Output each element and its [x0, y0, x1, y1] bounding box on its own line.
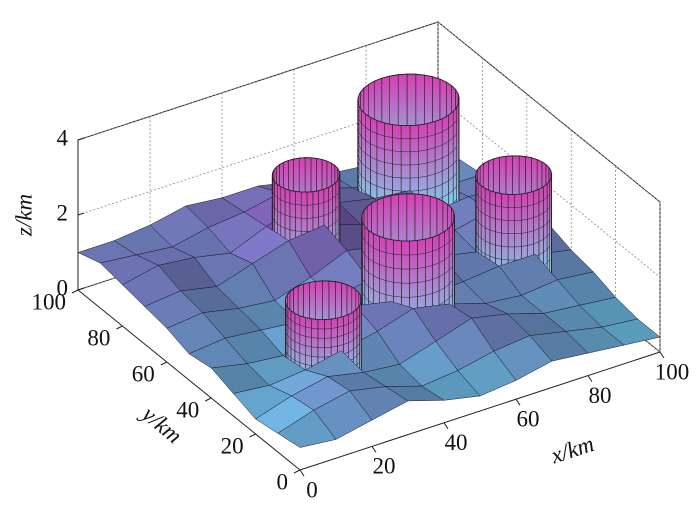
cylinder-ring — [285, 307, 360, 330]
cylinder-ring — [271, 199, 339, 219]
axis-line — [299, 351, 661, 471]
y-tick — [204, 397, 212, 402]
z-tick — [77, 137, 85, 141]
z-tick-label: 4 — [57, 125, 69, 150]
cylinder-ring — [285, 326, 360, 348]
grid-line — [77, 21, 661, 203]
cylinder-ring — [361, 256, 453, 284]
cylinder-rim — [357, 73, 460, 127]
z-axis-label: z/km — [11, 194, 36, 237]
y-tick-label: 60 — [132, 361, 155, 386]
x-tick-label: 20 — [373, 454, 396, 479]
cylinder-ring — [475, 185, 550, 208]
cylinder-rim — [475, 155, 553, 195]
y-tick — [71, 289, 79, 294]
y-tick-label: 40 — [176, 397, 199, 422]
cylinder-ring — [475, 212, 550, 235]
cylinder-ring — [271, 212, 339, 232]
cylinder-ring — [271, 185, 339, 206]
cylinder-ring — [357, 149, 457, 179]
x-tick — [371, 446, 377, 453]
cylinder-ring — [285, 335, 360, 358]
y-tick — [293, 469, 301, 474]
x-tick-label: 60 — [517, 406, 540, 431]
z-tick — [77, 287, 85, 291]
cylinder-rim — [361, 193, 456, 242]
cylinder-ring — [361, 228, 453, 256]
cylinder-ring — [357, 109, 457, 140]
axis-line — [77, 289, 301, 471]
grid-line — [77, 96, 661, 278]
cylinder-ring — [357, 136, 457, 166]
cylinder-ring — [357, 123, 457, 153]
y-tick-label: 20 — [221, 433, 244, 458]
cylinder-ring — [361, 242, 453, 270]
x-tick-label: 40 — [445, 430, 468, 455]
x-tick-label: 0 — [306, 477, 318, 502]
x-tick — [515, 398, 521, 406]
x-tick-label: 100 — [655, 359, 690, 384]
cylinder-rim — [271, 157, 341, 193]
cylinder-ring — [475, 199, 550, 221]
y-tick — [249, 433, 256, 438]
surface-scene — [77, 73, 661, 448]
cylinder-ring — [285, 316, 360, 339]
y-tick-label: 80 — [87, 325, 110, 350]
z-tick-label: 2 — [57, 200, 69, 225]
x-tick — [587, 375, 593, 382]
y-tick — [116, 325, 123, 330]
cylinder-rim — [284, 280, 362, 321]
cylinder-ring — [361, 270, 453, 298]
y-tick-label: 100 — [32, 289, 67, 314]
cylinder-ring — [475, 225, 550, 248]
y-tick-label: 0 — [277, 469, 289, 494]
x-tick — [299, 469, 305, 477]
x-axis-label: x/km — [547, 431, 597, 469]
cylinder-ring — [357, 162, 457, 192]
surface-patch — [277, 409, 337, 448]
x-tick — [443, 422, 449, 430]
x-tick-label: 80 — [589, 383, 612, 408]
cylinder-ring — [475, 238, 550, 261]
z-tick — [77, 212, 85, 216]
x-tick — [659, 351, 665, 359]
z-tick-label: 0 — [57, 275, 69, 300]
y-tick — [160, 361, 168, 366]
